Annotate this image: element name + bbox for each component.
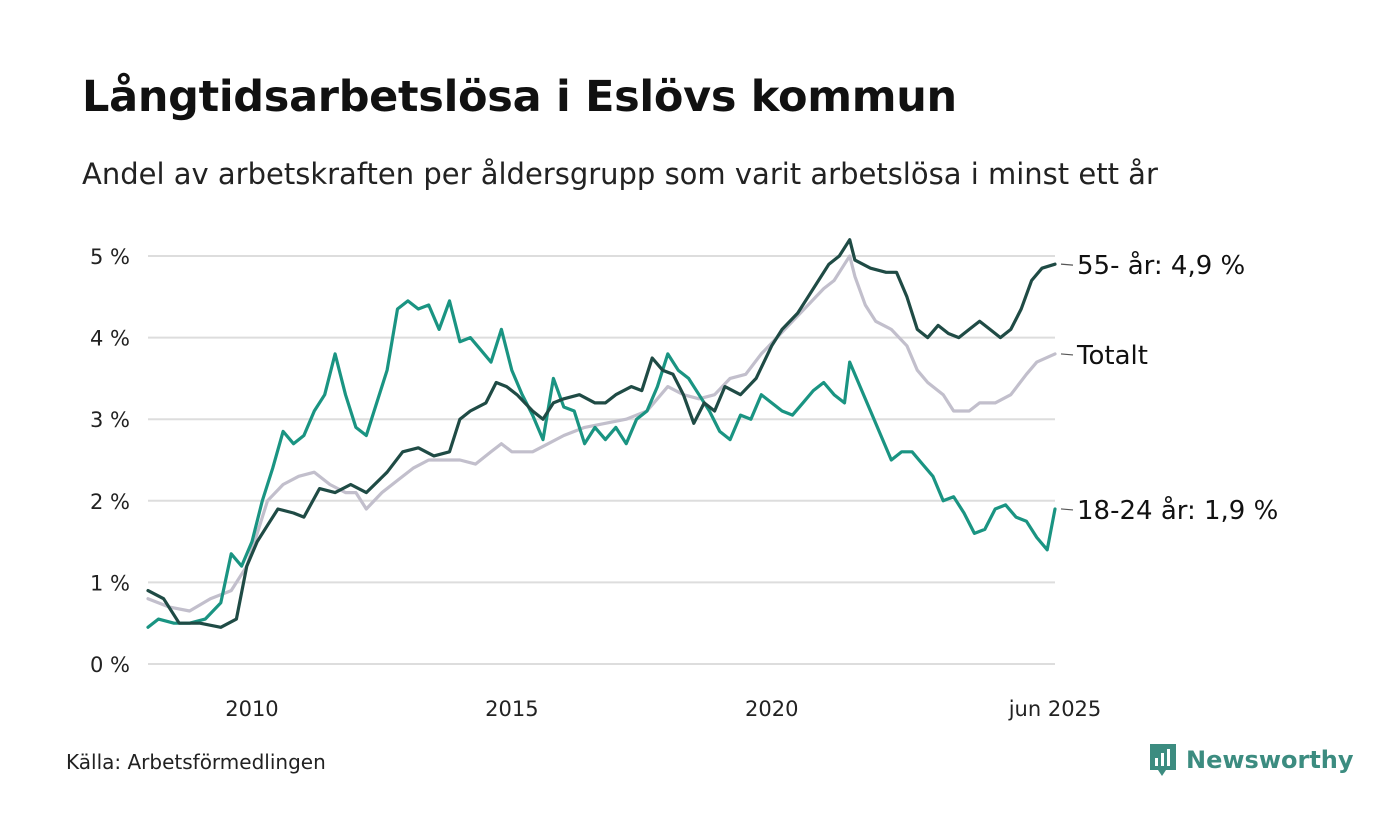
chart-subtitle: Andel av arbetskraften per åldersgrupp s… (82, 157, 1158, 191)
x-tick-label: jun 2025 (1008, 697, 1102, 721)
series-line (146, 254, 1057, 613)
series-end-label: Totalt (1076, 341, 1148, 371)
series-end-label: 55- år: 4,9 % (1077, 250, 1245, 281)
x-tick-label: 2020 (745, 697, 798, 721)
y-tick-label: 4 % (90, 327, 130, 351)
y-tick-label: 0 % (90, 653, 130, 677)
brand-name: Newsworthy (1186, 746, 1354, 774)
source-note: Källa: Arbetsförmedlingen (66, 750, 326, 774)
series-line (146, 238, 1057, 629)
end-label-connector (1060, 263, 1074, 266)
y-tick-label: 5 % (90, 245, 130, 269)
chart-title: Långtidsarbetslösa i Eslövs kommun (82, 72, 957, 122)
series-end-label: 18-24 år: 1,9 % (1077, 495, 1278, 526)
brand-logo: Newsworthy (1148, 742, 1354, 778)
end-label-connector (1060, 508, 1074, 511)
bar-chart-speech-bubble-icon (1150, 744, 1176, 776)
y-tick-label: 3 % (90, 408, 130, 432)
x-tick-label: 2010 (225, 697, 278, 721)
y-tick-label: 2 % (90, 490, 130, 514)
y-tick-label: 1 % (90, 571, 130, 595)
x-tick-label: 2015 (485, 697, 538, 721)
series-line (146, 299, 1057, 629)
end-label-connector (1060, 353, 1074, 356)
